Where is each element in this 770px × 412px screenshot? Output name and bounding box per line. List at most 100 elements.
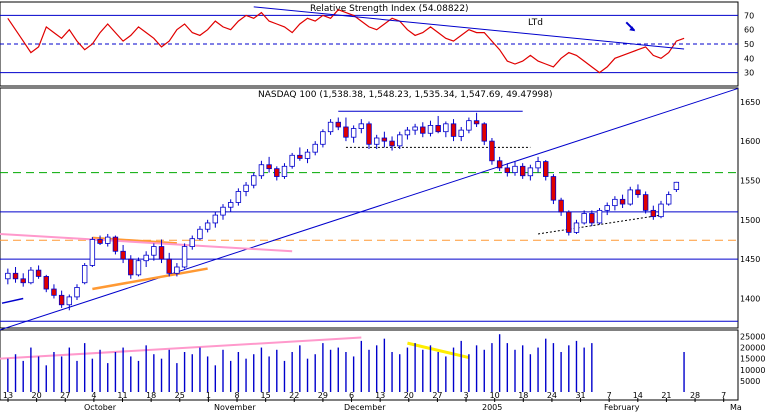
candle-body xyxy=(143,254,149,262)
volume-tick-label: 25000 xyxy=(740,332,765,341)
x-month-label: November xyxy=(214,403,256,412)
price-pink-line xyxy=(0,232,293,253)
candle-body xyxy=(335,121,341,128)
price-tick-label: 1450 xyxy=(740,255,760,264)
candle-body xyxy=(450,123,457,137)
candle-body xyxy=(312,143,318,153)
x-tick-label: 15 xyxy=(261,391,271,400)
x-tick-label: 21 xyxy=(661,391,671,400)
x-tick-label: 20 xyxy=(32,391,42,400)
candle-body xyxy=(105,236,111,244)
candle-body xyxy=(535,161,541,169)
rsi-trend-line xyxy=(253,6,685,50)
candle-body xyxy=(404,129,411,136)
candle-body xyxy=(235,191,242,203)
candle-body xyxy=(489,140,495,162)
rsi-tick-label: 50 xyxy=(744,40,754,49)
x-tick-label: 1 xyxy=(206,391,211,400)
rsi-title: Relative Strength Index (54.08822) xyxy=(310,4,469,14)
candle-body xyxy=(619,198,626,205)
candle-body xyxy=(297,154,303,159)
volume-tick-label: 10000 xyxy=(740,366,765,375)
candle-body xyxy=(28,269,34,284)
candle-body xyxy=(543,161,549,177)
candle-body xyxy=(274,168,280,177)
rsi-tick-label: 30 xyxy=(744,69,754,78)
x-tick-label: 24 xyxy=(547,391,557,400)
candle-body xyxy=(397,134,403,147)
candle-body xyxy=(427,125,434,134)
x-month-label: February xyxy=(604,403,640,412)
candle-body xyxy=(373,137,380,145)
rsi-tick-label: 40 xyxy=(744,54,754,63)
price-tick-label: 1600 xyxy=(740,137,760,146)
x-tick-label: 31 xyxy=(575,391,585,400)
candle-body xyxy=(420,126,426,134)
candle-body xyxy=(174,266,180,274)
candle-body xyxy=(658,203,664,218)
candle-body xyxy=(665,194,672,205)
candle-body xyxy=(558,199,564,213)
x-month-label: December xyxy=(344,403,386,412)
x-tick-label: 6 xyxy=(349,391,354,400)
candle-body xyxy=(74,287,80,298)
x-tick-label: 27 xyxy=(432,391,442,400)
price-dotted-support-line xyxy=(537,214,662,235)
candle-body xyxy=(650,209,657,218)
candle-body xyxy=(266,164,272,170)
x-tick-label: 14 xyxy=(633,391,643,400)
rsi-arrow-head xyxy=(629,26,636,32)
x-tick-label: 7 xyxy=(721,391,726,400)
candle-body xyxy=(589,213,595,224)
candle-body xyxy=(412,126,418,131)
rsi-tick-label: 60 xyxy=(744,26,754,35)
x-tick-label: 3 xyxy=(463,391,468,400)
candle-body xyxy=(89,239,96,266)
candle-body xyxy=(642,194,649,211)
x-month-label: Ma xyxy=(730,403,742,412)
candle-body xyxy=(20,278,26,284)
candle-body xyxy=(504,167,511,174)
rsi-annotation: LTd xyxy=(528,18,543,28)
candle-body xyxy=(466,120,472,131)
candle-body xyxy=(212,214,219,224)
x-tick-label: 11 xyxy=(117,391,127,400)
candle-body xyxy=(350,128,357,138)
candle-body xyxy=(289,154,295,167)
price-tick-label: 1500 xyxy=(740,216,760,225)
candle-body xyxy=(135,260,142,276)
x-month-label: 2005 xyxy=(482,403,502,412)
candle-body xyxy=(443,123,449,133)
candle-body xyxy=(673,181,680,191)
candle-body xyxy=(481,123,487,142)
candle-body xyxy=(566,211,572,233)
x-tick-label: 25 xyxy=(175,391,185,400)
price-tick-label: 1650 xyxy=(740,98,760,107)
candle-body xyxy=(581,213,587,224)
candle-body xyxy=(112,236,119,252)
candle-body xyxy=(151,246,157,256)
candle-body xyxy=(51,288,57,296)
candle-body xyxy=(458,129,464,137)
candle-body xyxy=(527,167,534,177)
candle-body xyxy=(227,202,234,208)
x-tick-label: 8 xyxy=(234,391,239,400)
candle-body xyxy=(381,137,388,142)
price-uptrend-line xyxy=(0,87,739,331)
candle-body xyxy=(496,160,503,169)
candle-body xyxy=(43,276,49,290)
x-tick-label: 18 xyxy=(518,391,528,400)
candle-body xyxy=(220,206,226,216)
candle-body xyxy=(197,228,203,240)
volume-tick-label: 20000 xyxy=(740,344,765,353)
price-tick-label: 1550 xyxy=(740,176,760,185)
candle-body xyxy=(604,205,610,211)
price-title: NASDAQ 100 (1,538.38, 1,548.23, 1,535.34… xyxy=(258,90,553,100)
candle-body xyxy=(158,246,165,260)
candle-body xyxy=(327,121,334,133)
candle-body xyxy=(473,120,480,125)
candle-body xyxy=(35,269,42,277)
rsi-line xyxy=(7,8,685,74)
candle-body xyxy=(120,250,126,260)
